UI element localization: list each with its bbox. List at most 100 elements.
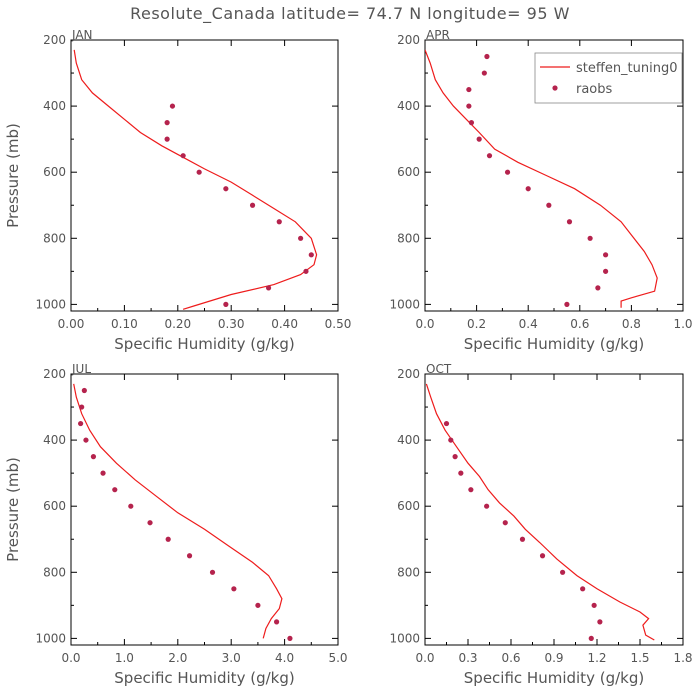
x-tick-label: 0.6 — [570, 317, 589, 331]
obs-point — [566, 219, 573, 225]
obs-point — [100, 470, 106, 476]
obs-point — [468, 487, 474, 493]
panel-title: APR — [426, 28, 450, 42]
y-tick-label: 800 — [397, 231, 420, 245]
y-tick-label: 1000 — [389, 297, 420, 311]
obs-point — [147, 520, 153, 526]
x-tick-label: 0.6 — [501, 651, 520, 665]
y-tick-label: 800 — [43, 231, 66, 245]
figure-title: Resolute_Canada latitude= 74.7 N longitu… — [130, 4, 570, 23]
obs-point — [560, 569, 566, 575]
series-line-model — [73, 49, 318, 310]
y-tick-label: 600 — [43, 499, 66, 513]
obs-point — [128, 503, 134, 509]
obs-point — [298, 235, 304, 241]
panel-oct: 0.0 0.3 0.6 0.9 1.2 1.5 1.8 200 400 600 800 1000 OCT… — [389, 362, 692, 687]
obs-point — [458, 470, 464, 476]
obs-point — [587, 235, 593, 241]
series-line-model — [73, 383, 283, 639]
obs-point — [223, 301, 229, 307]
x-axis-label: Specific Humidity (g/kg) — [464, 335, 644, 353]
obs-point — [502, 520, 508, 526]
y-tick-label: 200 — [43, 367, 66, 381]
y-axis-label: Pressure (mb) — [4, 457, 22, 562]
obs-point — [164, 136, 170, 142]
x-tick-label: 0.10 — [111, 317, 138, 331]
y-tick-label: 400 — [397, 433, 420, 447]
x-tick-label: 0.50 — [325, 317, 352, 331]
obs-point — [83, 437, 89, 443]
obs-point — [519, 536, 526, 542]
x-axis-label: Specific Humidity (g/kg) — [114, 669, 294, 687]
y-axis-label: Pressure (mb) — [4, 123, 22, 228]
obs-point — [504, 169, 511, 175]
obs-point — [481, 70, 487, 76]
obs-point — [303, 268, 309, 274]
x-tick-label: 0.8 — [622, 317, 641, 331]
y-tick-label: 1000 — [389, 631, 420, 645]
obs-point — [591, 602, 597, 608]
obs-point — [223, 186, 229, 192]
x-tick-label: 3.0 — [222, 651, 241, 665]
y-tick-label: 200 — [397, 367, 420, 381]
x-tick-label: 1.0 — [673, 317, 692, 331]
legend-model-label: steffen_tuning0 — [576, 61, 678, 76]
x-tick-label: 1.2 — [587, 651, 606, 665]
x-tick-label: 2.0 — [168, 651, 187, 665]
y-tick-label: 400 — [43, 99, 66, 113]
panel-title: OCT — [426, 362, 452, 376]
x-tick-label: 5.0 — [328, 651, 347, 665]
obs-point — [484, 503, 490, 509]
obs-point — [448, 437, 454, 443]
y-tick-label: 400 — [397, 99, 420, 113]
y-tick-label: 400 — [43, 433, 66, 447]
obs-point — [81, 387, 87, 394]
obs-point — [603, 268, 609, 274]
plot-frame — [424, 373, 684, 646]
obs-point — [180, 153, 186, 159]
obs-point — [476, 136, 482, 142]
x-tick-label: 0.9 — [544, 651, 563, 665]
obs-point — [452, 454, 458, 460]
obs-point — [209, 569, 216, 575]
obs-point — [249, 202, 256, 208]
y-tick-label: 600 — [397, 165, 420, 179]
x-tick-label: 0.0 — [415, 651, 434, 665]
panel-jan: 0.00 0.10 0.20 0.30 0.40 0.50 200 400 600 800 1000… — [4, 28, 351, 353]
panel-jul: 0.0 1.0 2.0 3.0 4.0 5.0 200 400 600 800 1000 JUL Spe… — [4, 362, 348, 687]
x-tick-label: 0.20 — [164, 317, 191, 331]
panel-apr: 0.0 0.2 0.4 0.6 0.8 1.0 200 400 600 800 1000 APR Spe… — [389, 28, 692, 353]
obs-point — [186, 553, 193, 559]
obs-point — [90, 454, 97, 460]
y-tick-label: 600 — [43, 165, 66, 179]
series-line-model — [425, 383, 655, 641]
obs-point — [588, 635, 594, 641]
obs-point — [169, 103, 176, 109]
x-tick-label: 0.30 — [218, 317, 245, 331]
obs-point — [484, 53, 490, 60]
obs-point — [486, 153, 493, 159]
x-tick-label: 1.5 — [630, 651, 649, 665]
y-tick-label: 1000 — [35, 631, 66, 645]
panel-title: JAN — [71, 28, 93, 42]
x-tick-label: 0.00 — [58, 317, 85, 331]
obs-point — [443, 420, 450, 427]
obs-point — [255, 602, 261, 608]
obs-point — [580, 586, 586, 592]
x-tick-label: 0.4 — [519, 317, 538, 331]
obs-point — [273, 619, 280, 625]
plot-frame — [70, 39, 339, 312]
x-tick-label: 0.2 — [467, 317, 486, 331]
obs-point — [466, 86, 472, 93]
obs-point — [112, 487, 118, 493]
legend-obs-swatch — [552, 85, 558, 91]
panel-title: JUL — [71, 362, 91, 376]
obs-point — [539, 553, 546, 559]
obs-point — [546, 202, 552, 208]
obs-point — [308, 252, 314, 258]
legend-box — [534, 52, 683, 104]
obs-point — [165, 536, 171, 542]
obs-point — [79, 404, 85, 410]
obs-point — [525, 186, 531, 192]
